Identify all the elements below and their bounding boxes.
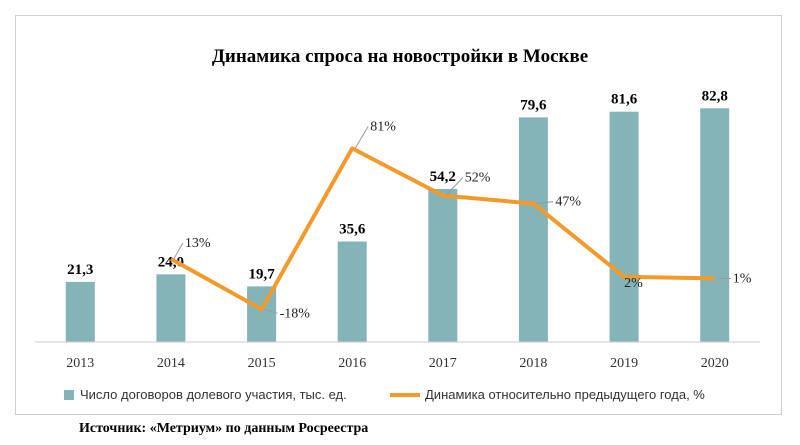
line-value-label-2019: 2% xyxy=(624,276,643,291)
bar-2014 xyxy=(156,274,186,342)
line-leader-2016 xyxy=(354,126,369,149)
x-tick-2019: 2019 xyxy=(610,356,638,371)
bar-value-label-2017: 54,2 xyxy=(430,169,456,185)
source-note: Источник: «Метриум» по данным Росреестра xyxy=(79,421,369,436)
bar-value-label-2013: 21,3 xyxy=(67,262,93,278)
bar-2013 xyxy=(65,281,95,342)
line-value-label-2016: 81% xyxy=(370,119,396,134)
x-tick-2015: 2015 xyxy=(248,356,276,371)
legend: Число договоров долевого участия, тыс. е… xyxy=(64,387,705,402)
x-tick-2020: 2020 xyxy=(701,356,729,371)
legend-swatch-bars xyxy=(64,390,74,400)
bar-2018 xyxy=(518,117,548,343)
line-value-label-2015: -18% xyxy=(280,306,311,321)
bar-series: 21,3 24,0 19,7 35,6 54,2 79,6 81,6 82,8 xyxy=(65,88,730,343)
x-tick-2014: 2014 xyxy=(157,356,185,371)
line-value-label-2018: 47% xyxy=(555,195,581,210)
x-tick-2016: 2016 xyxy=(338,356,366,371)
line-value-label-2014: 13% xyxy=(185,236,211,251)
growth-line xyxy=(169,146,715,312)
x-axis-ticks: 2013 2014 2015 2016 2017 2018 2019 2020 xyxy=(66,356,728,371)
bar-value-label-2020: 82,8 xyxy=(702,88,728,104)
x-tick-2017: 2017 xyxy=(429,356,457,371)
chart-title: Динамика спроса на новостройки в Москве xyxy=(212,46,588,67)
line-leader-2015 xyxy=(264,308,278,314)
bar-value-label-2015: 19,7 xyxy=(248,266,275,282)
bar-2017 xyxy=(428,189,458,342)
line-value-label-2017: 52% xyxy=(465,171,491,186)
line-series: 13% -18% 81% 52% 47% 2% 1% xyxy=(169,119,752,321)
x-tick-2018: 2018 xyxy=(519,356,547,371)
bar-value-label-2016: 35,6 xyxy=(339,222,366,238)
bar-value-label-2018: 79,6 xyxy=(520,97,547,113)
line-value-label-2020: 1% xyxy=(733,271,752,286)
legend-label-line: Динамика относительно предыдущего года, … xyxy=(425,387,705,402)
bar-value-label-2014: 24,0 xyxy=(158,254,184,270)
line-leader-2017 xyxy=(445,177,464,196)
legend-label-bars: Число договоров долевого участия, тыс. е… xyxy=(80,387,347,402)
line-leader-2014 xyxy=(173,242,184,260)
bar-2019 xyxy=(609,111,639,342)
line-leader-2018 xyxy=(536,201,554,205)
bar-2020 xyxy=(700,108,730,342)
bar-value-label-2019: 81,6 xyxy=(611,92,638,108)
chart-frame xyxy=(15,15,782,415)
x-tick-2013: 2013 xyxy=(66,356,94,371)
bar-2016 xyxy=(337,241,367,342)
